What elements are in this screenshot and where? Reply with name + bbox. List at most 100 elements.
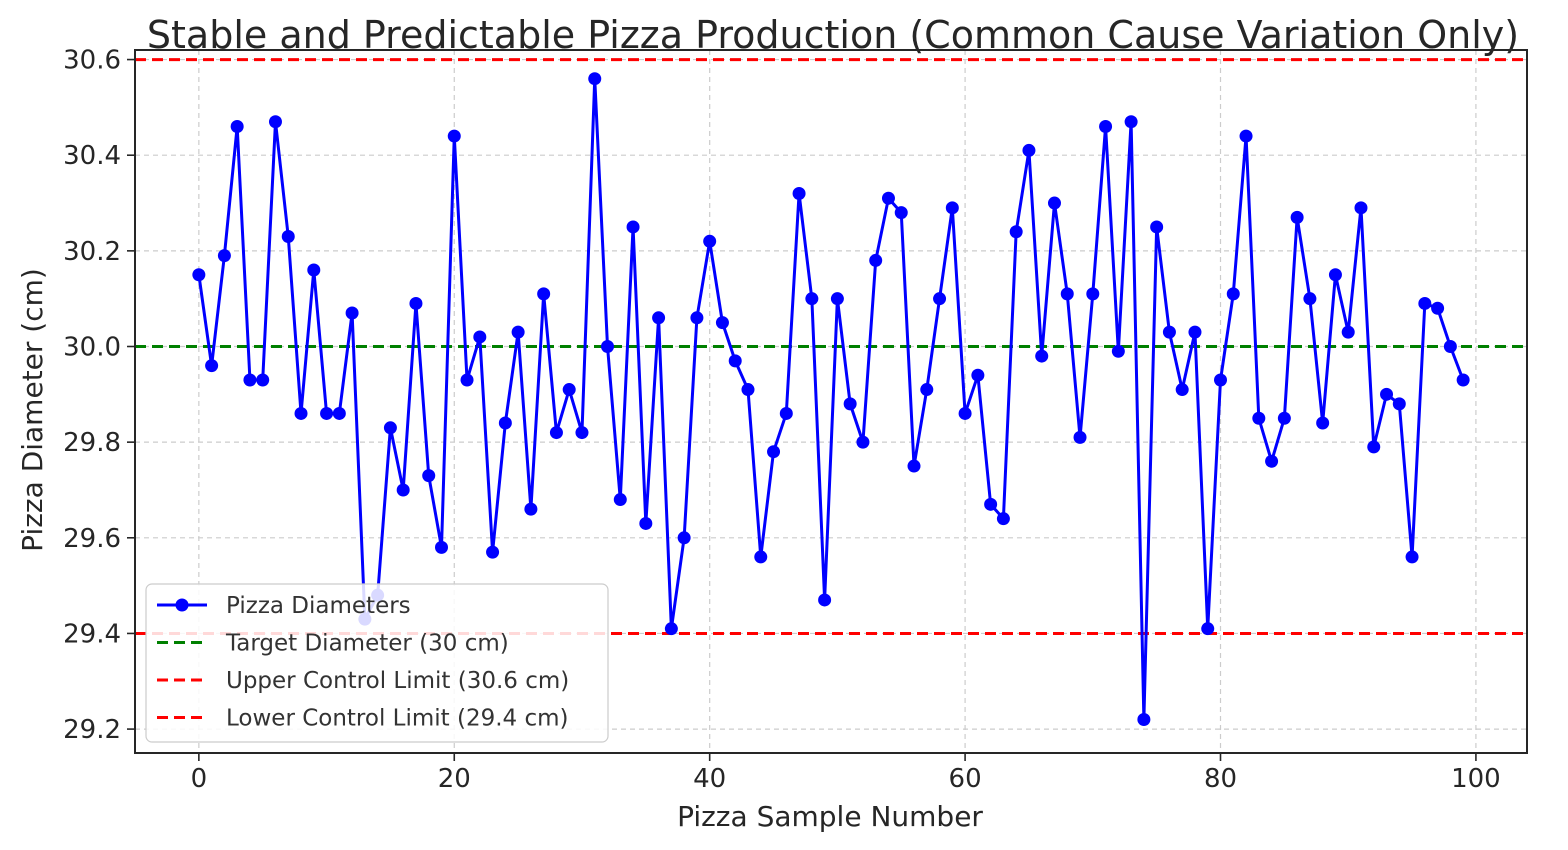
data-point — [575, 426, 589, 440]
data-point — [996, 512, 1010, 526]
legend-label: Target Diameter (30 cm) — [225, 631, 509, 657]
data-point — [192, 268, 206, 282]
plot-frame — [134, 49, 1528, 754]
data-point — [805, 292, 819, 306]
data-point — [1290, 210, 1304, 224]
data-point — [217, 249, 231, 263]
legend-label: Pizza Diameters — [226, 593, 411, 619]
y-tick-label: 30.6 — [63, 46, 121, 76]
data-point — [1175, 383, 1189, 397]
data-point — [562, 383, 576, 397]
data-point — [383, 421, 397, 435]
data-point — [1214, 373, 1228, 387]
data-point — [1086, 287, 1100, 301]
legend-item: Pizza Diameters — [157, 593, 411, 619]
data-point — [1392, 397, 1406, 411]
legend-item: Target Diameter (30 cm) — [157, 631, 509, 657]
x-axis-label: Pizza Sample Number — [677, 800, 983, 833]
legend-label: Upper Control Limit (30.6 cm) — [226, 668, 569, 694]
data-point — [1009, 225, 1023, 239]
y-tick-label: 29.6 — [63, 524, 121, 554]
data-point — [256, 373, 270, 387]
data-point — [1431, 301, 1445, 315]
data-point — [613, 493, 627, 507]
data-point — [1047, 196, 1061, 210]
data-point — [715, 316, 729, 330]
data-point — [524, 502, 538, 516]
legend: Pizza Diameters Target Diameter (30 cm) Up… — [145, 583, 609, 743]
data-point — [1303, 292, 1317, 306]
data-point — [1341, 325, 1355, 339]
data-point — [818, 593, 832, 607]
data-point — [1443, 340, 1457, 354]
data-point — [767, 445, 781, 459]
data-point — [1060, 287, 1074, 301]
axis-ticks: 0 20 40 60 80 100 29.2 29.4 29.6 29.8 30.0 30.2 30.4… — [63, 46, 1501, 794]
data-point — [1035, 349, 1049, 363]
data-point — [1162, 325, 1176, 339]
data-point — [1022, 143, 1036, 157]
data-point — [1418, 296, 1432, 310]
y-tick-label: 30.4 — [63, 141, 121, 171]
legend-item: Lower Control Limit (29.4 cm) — [157, 706, 569, 732]
y-tick-label: 29.4 — [63, 619, 121, 649]
x-tick-label: 80 — [1204, 764, 1237, 794]
data-point — [498, 416, 512, 430]
y-tick-label: 29.2 — [63, 715, 121, 745]
data-point — [626, 220, 640, 234]
x-tick-label: 40 — [693, 764, 726, 794]
data-point — [1328, 268, 1342, 282]
data-point — [396, 483, 410, 497]
y-tick-label: 29.8 — [63, 428, 121, 458]
data-point — [537, 287, 551, 301]
data-point — [486, 545, 500, 559]
data-point — [422, 469, 436, 483]
data-point — [1073, 430, 1087, 444]
data-point — [1226, 287, 1240, 301]
data-point — [652, 311, 666, 325]
data-point — [588, 72, 602, 86]
data-point — [958, 406, 972, 420]
data-point — [830, 292, 844, 306]
data-point — [320, 406, 334, 420]
y-tick-label: 30.2 — [63, 237, 121, 267]
data-point — [549, 426, 563, 440]
data-point — [1367, 440, 1381, 454]
data-point — [409, 296, 423, 310]
data-point — [933, 292, 947, 306]
data-point — [971, 368, 985, 382]
data-point — [1124, 115, 1138, 129]
y-tick-label: 30.0 — [63, 333, 121, 363]
data-point — [511, 325, 525, 339]
data-point — [945, 201, 959, 215]
legend-item: Upper Control Limit (30.6 cm) — [157, 668, 569, 694]
data-point — [984, 497, 998, 511]
data-point — [1354, 201, 1368, 215]
data-point — [869, 253, 883, 267]
data-point — [1150, 220, 1164, 234]
data-point — [1239, 129, 1253, 143]
data-point — [447, 129, 461, 143]
data-point — [703, 234, 717, 248]
data-point — [1277, 411, 1291, 425]
data-point — [230, 120, 244, 134]
data-point — [1188, 325, 1202, 339]
data-point — [639, 516, 653, 530]
data-point — [856, 435, 870, 449]
y-axis-label: Pizza Diameter (cm) — [16, 268, 49, 552]
data-point — [268, 115, 282, 129]
data-point — [1111, 344, 1125, 358]
series-line — [197, 77, 1465, 722]
data-point — [779, 406, 793, 420]
x-tick-label: 20 — [438, 764, 471, 794]
data-point — [843, 397, 857, 411]
data-point — [205, 359, 219, 373]
data-point — [1456, 373, 1470, 387]
data-point — [1380, 387, 1394, 401]
data-point — [473, 330, 487, 344]
data-point — [1201, 622, 1215, 636]
data-point — [1265, 454, 1279, 468]
x-tick-label: 0 — [191, 764, 208, 794]
data-point — [792, 186, 806, 200]
